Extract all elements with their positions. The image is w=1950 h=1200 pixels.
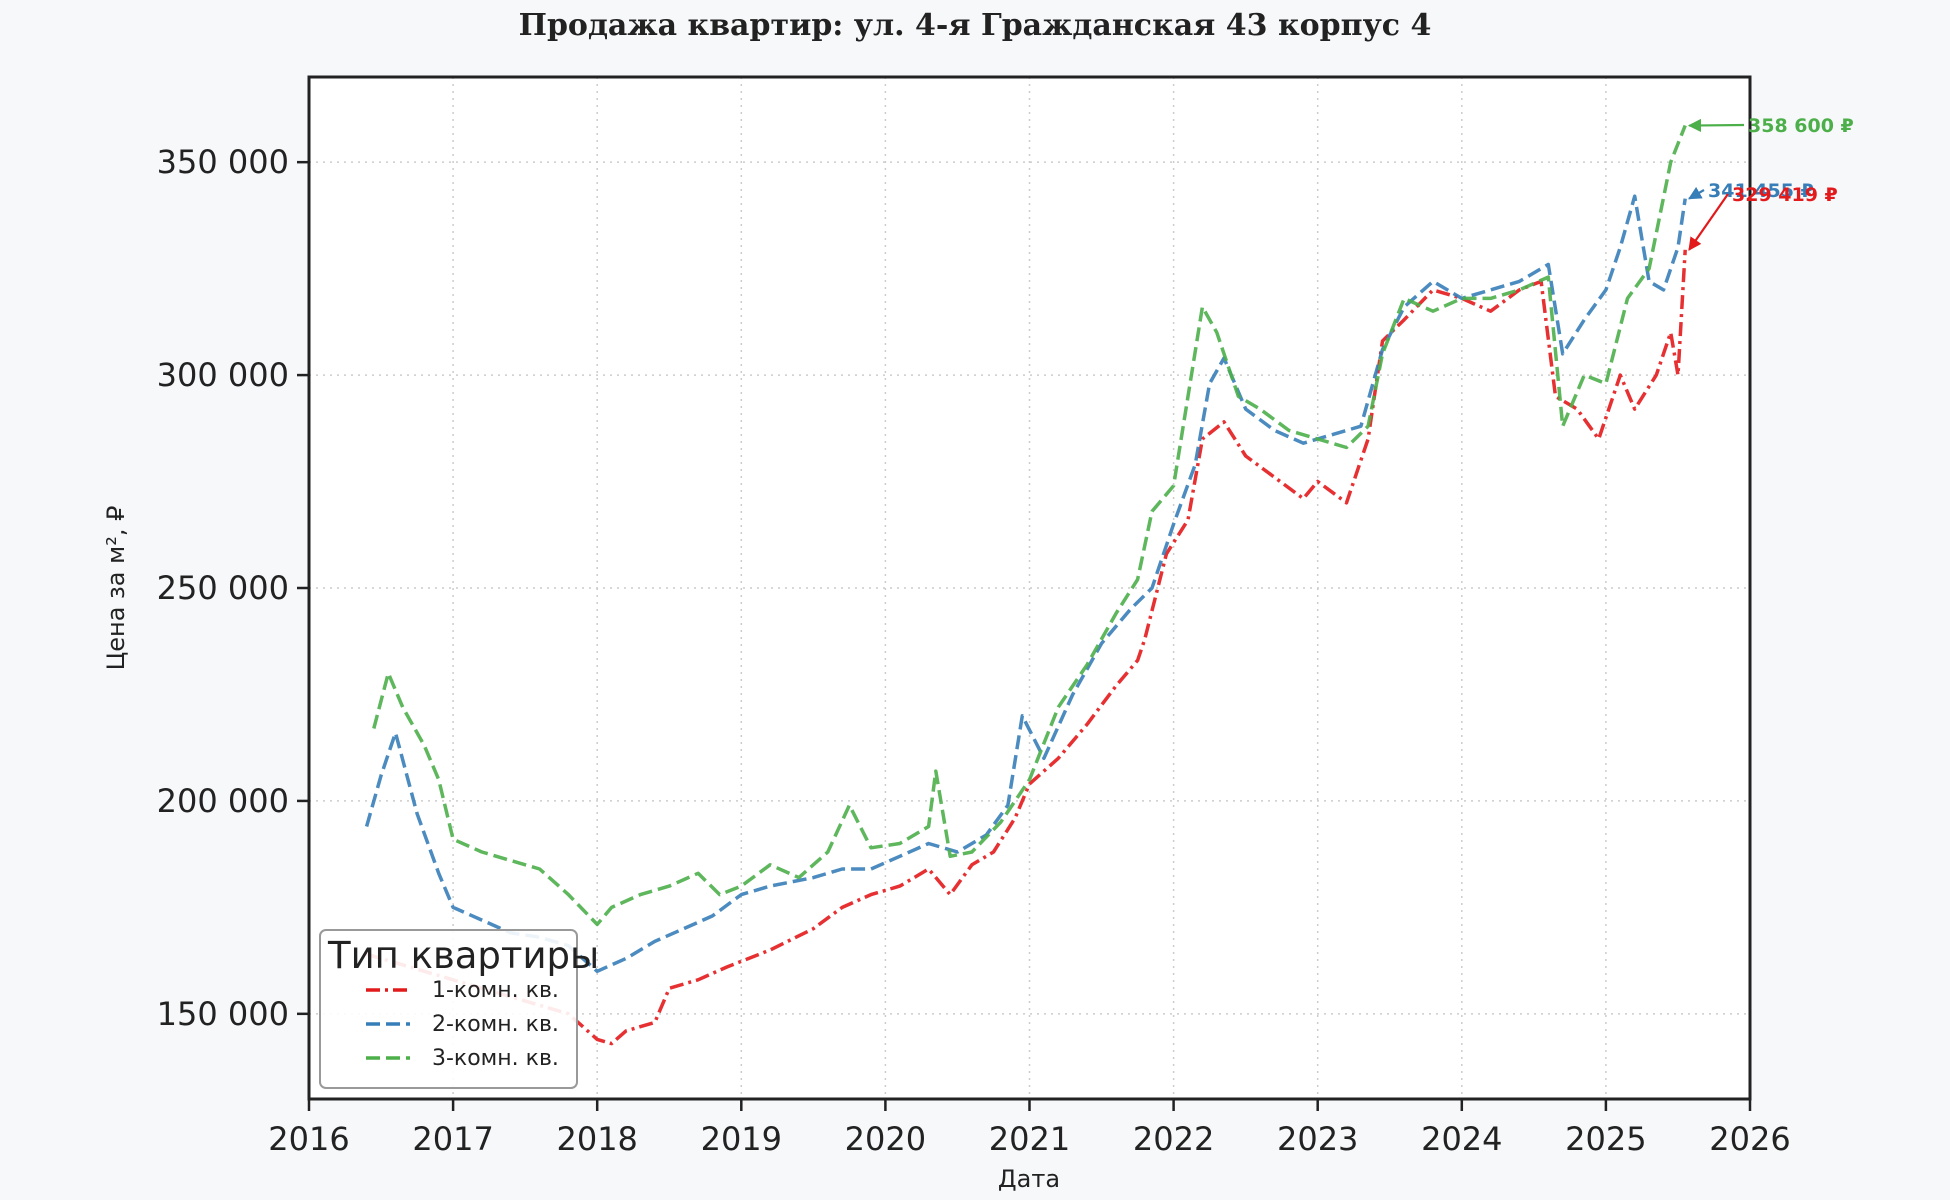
x-tick-label: 2017 bbox=[412, 1120, 493, 1158]
x-tick-label: 2023 bbox=[1277, 1120, 1358, 1158]
legend-item-label: 3-комн. кв. bbox=[432, 1046, 559, 1071]
annotation-label: 341 455 ₽ bbox=[1708, 180, 1814, 202]
annotations: 358 600 ₽ 341 455 ₽329 419 ₽ bbox=[1687, 115, 1854, 251]
legend: Тип квартиры 1-комн. кв. 2-комн. кв. 3-ком… bbox=[319, 929, 599, 1089]
series-line-3 bbox=[372, 124, 1687, 927]
x-tick-label: 2026 bbox=[1709, 1120, 1790, 1158]
ticks: 2016 2017 2018 2019 2020 2021 2022 2023 2024 2025… bbox=[157, 143, 1791, 1158]
y-tick-label: 250 000 bbox=[157, 569, 289, 607]
annotation-label: 329 419 ₽ bbox=[1732, 184, 1838, 206]
y-tick-label: 200 000 bbox=[157, 782, 289, 820]
y-axis-label: Цена за м², ₽ bbox=[102, 506, 130, 671]
series-line-1 bbox=[366, 249, 1687, 1046]
annotation-arrow bbox=[1687, 118, 1745, 133]
legend-item-label: 2-комн. кв. bbox=[432, 1012, 559, 1037]
x-tick-label: 2019 bbox=[701, 1120, 782, 1158]
annotation-arrow bbox=[1688, 193, 1729, 251]
x-tick-label: 2022 bbox=[1133, 1120, 1214, 1158]
legend-item-label: 1-комн. кв. bbox=[432, 978, 559, 1003]
x-tick-label: 2024 bbox=[1421, 1120, 1502, 1158]
y-tick-label: 350 000 bbox=[157, 143, 289, 181]
annotation-arrow bbox=[1688, 186, 1705, 200]
x-tick-label: 2021 bbox=[989, 1120, 1070, 1158]
x-axis-label: Дата bbox=[998, 1165, 1060, 1193]
x-tick-label: 2018 bbox=[556, 1120, 637, 1158]
y-tick-label: 150 000 bbox=[157, 995, 289, 1033]
x-tick-label: 2020 bbox=[845, 1120, 926, 1158]
legend-box bbox=[319, 929, 578, 1089]
x-tick-label: 2025 bbox=[1565, 1120, 1646, 1158]
legend-title: Тип квартиры bbox=[327, 934, 599, 977]
annotation-label: 358 600 ₽ bbox=[1748, 115, 1854, 137]
x-tick-label: 2016 bbox=[268, 1120, 349, 1158]
chart-title: Продажа квартир: ул. 4-я Гражданская 43 … bbox=[518, 8, 1432, 43]
y-tick-label: 300 000 bbox=[157, 356, 289, 394]
